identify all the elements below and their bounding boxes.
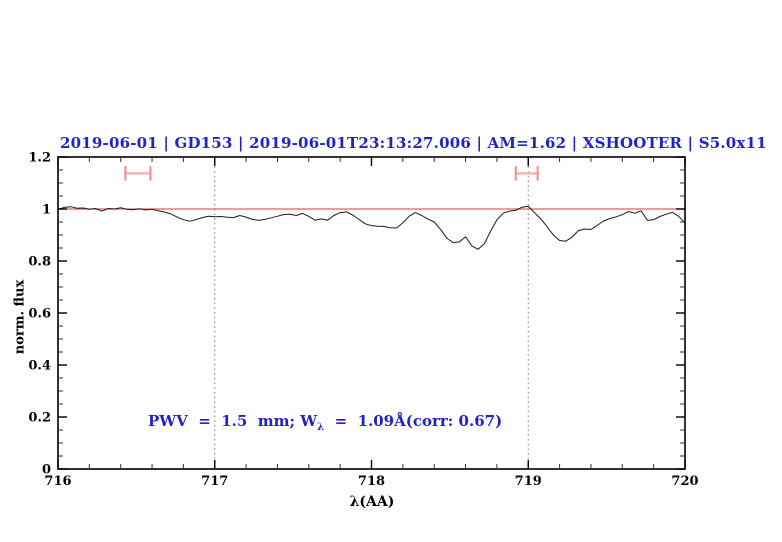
y-tick-label: 0.8 — [28, 255, 51, 270]
y-tick-label: 0.6 — [28, 307, 51, 322]
x-tick-label: 716 — [44, 474, 71, 489]
y-tick-label: 0 — [42, 463, 51, 478]
equivalent-width-text: = 1.09Å(corr: 0.67) — [324, 412, 503, 430]
pwv-annotation: PWV = 1.5 mm; Wλ = 1.09Å(corr: 0.67) — [148, 412, 502, 433]
x-tick-label: 718 — [358, 474, 385, 489]
pwv-text: PWV = 1.5 mm; W — [148, 412, 318, 430]
y-tick-label: 0.4 — [28, 359, 51, 374]
y-tick-label: 1.2 — [28, 151, 51, 166]
y-tick-label: 0.2 — [28, 411, 51, 426]
chart-layers: 716 717 718 719 720 0 0.2 0.4 0.6 0.8 1 1.2 — [28, 151, 698, 490]
lambda-subscript: λ — [317, 422, 325, 433]
x-tick-label: 719 — [515, 474, 542, 489]
y-tick-label: 1 — [42, 203, 51, 218]
spectrum-line — [57, 205, 686, 250]
y-axis-label: norm. flux — [12, 279, 28, 355]
x-tick-label: 717 — [201, 474, 228, 489]
x-axis-label: λ(AA) — [349, 494, 395, 510]
x-tick-label: 720 — [671, 474, 698, 489]
